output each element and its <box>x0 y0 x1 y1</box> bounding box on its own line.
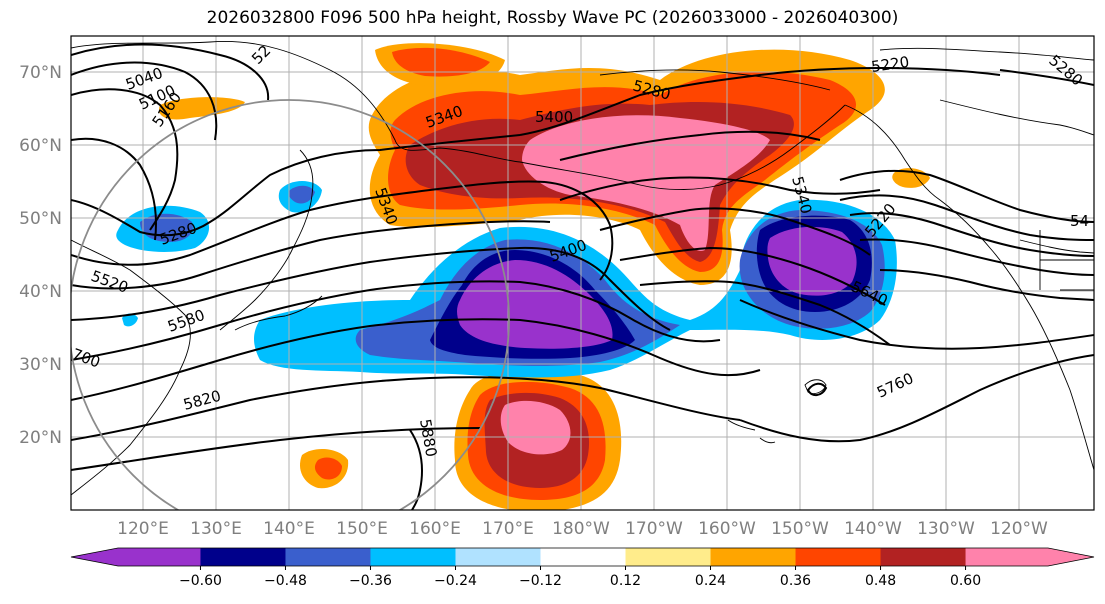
colorbar-extend-max <box>1047 548 1094 566</box>
lon-label: 140°W <box>844 519 902 539</box>
lon-label: 150°E <box>336 519 388 539</box>
longitude-labels: 120°E 130°E 140°E 150°E 160°E 170°E 180°… <box>117 519 1048 539</box>
lon-label: 140°E <box>263 519 315 539</box>
colorbar-outline <box>70 547 1095 567</box>
map-title: 2026032800 F096 500 hPa height, Rossby W… <box>206 8 899 28</box>
colorbar-segment <box>710 548 797 566</box>
lat-label: 50°N <box>19 209 62 229</box>
colorbar-segment <box>285 548 371 566</box>
lon-label: 170°W <box>625 519 683 539</box>
latitude-labels: 70°N 60°N 50°N 40°N 30°N 20°N <box>19 63 62 448</box>
height-contours <box>71 43 1094 510</box>
colorbar-segment <box>625 548 712 566</box>
graticule <box>71 36 1094 510</box>
plot-frame <box>70 35 1095 511</box>
lat-label: 30°N <box>19 355 62 375</box>
colorbar-tick-label: −0.60 <box>179 573 222 589</box>
lat-label: 20°N <box>19 428 62 448</box>
coastlines <box>71 40 1094 496</box>
lon-label: 150°W <box>771 519 829 539</box>
colorbar <box>70 547 1095 567</box>
lon-label: 130°E <box>190 519 242 539</box>
colorbar-segment <box>540 548 627 566</box>
range-circle <box>71 99 510 510</box>
colorbar-segment <box>370 548 456 566</box>
colorbar-segment <box>880 548 967 566</box>
contour-label: 54 <box>1070 212 1089 230</box>
colorbar-segment <box>200 548 286 566</box>
colorbar-extend-min <box>71 548 119 566</box>
colorbar-tick-label: −0.12 <box>519 573 562 589</box>
colorbar-segment <box>965 548 1049 566</box>
colorbar-tick-label: 0.24 <box>695 573 726 589</box>
lon-label: 180°W <box>552 519 610 539</box>
colorbar-tick-label: −0.48 <box>264 573 307 589</box>
lon-label: 160°W <box>698 519 756 539</box>
lon-label: 120°W <box>990 519 1048 539</box>
lat-label: 60°N <box>19 136 62 156</box>
colorbar-segment <box>455 548 541 566</box>
colorbar-segment <box>118 548 201 566</box>
lon-label: 130°W <box>917 519 975 539</box>
colorbar-tick-label: 0.12 <box>610 573 641 589</box>
colorbar-tick-labels: −0.60 −0.48 −0.36 −0.24 −0.12 0.12 0.24 0.36 0.4… <box>179 566 981 589</box>
colorbar-tick-label: −0.36 <box>349 573 392 589</box>
colorbar-tick-label: 0.60 <box>950 573 981 589</box>
contour-label: 5220 <box>870 53 910 76</box>
lon-label: 160°E <box>409 519 461 539</box>
lon-label: 170°E <box>482 519 534 539</box>
lat-label: 70°N <box>19 63 62 83</box>
colorbar-tick-label: −0.24 <box>434 573 477 589</box>
contour-label: 5400 <box>535 108 573 126</box>
colorbar-segment <box>795 548 882 566</box>
lat-label: 40°N <box>19 282 62 302</box>
colorbar-tick-label: 0.36 <box>780 573 811 589</box>
lon-label: 120°E <box>117 519 169 539</box>
colorbar-tick-label: 0.48 <box>865 573 896 589</box>
